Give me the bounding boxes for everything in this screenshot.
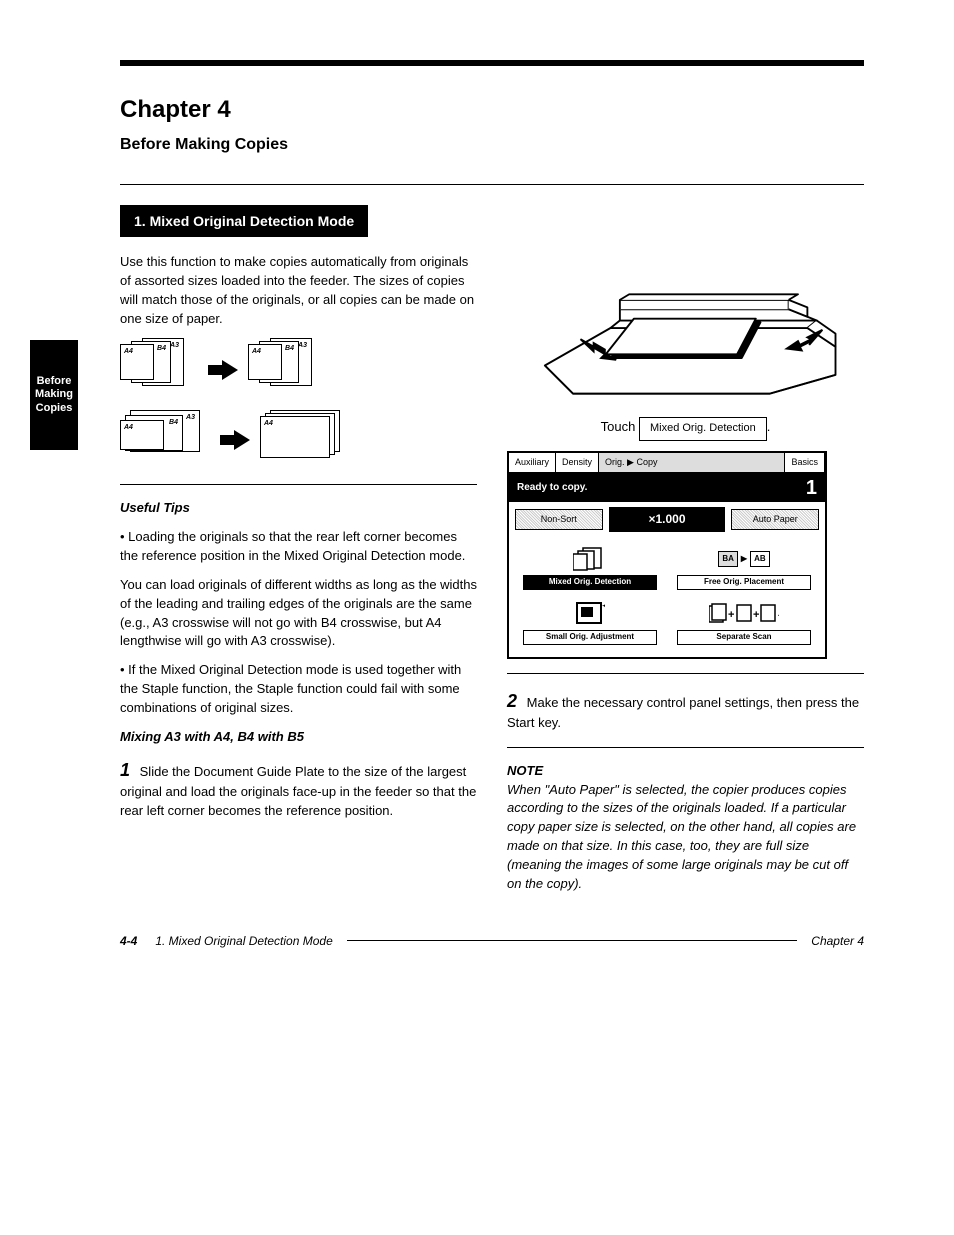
divider bbox=[507, 673, 864, 674]
mixed-orig-detection-button[interactable]: Mixed Orig. Detection bbox=[523, 545, 657, 590]
footer-line bbox=[347, 940, 798, 941]
top-rule bbox=[120, 60, 864, 66]
panel-tab-density[interactable]: Density bbox=[556, 453, 599, 472]
tip-1-lead: • Loading the originals so that the rear… bbox=[120, 528, 477, 566]
size-diagram-row-1: A3 B4 A4 A3 B4 A4 bbox=[120, 338, 477, 402]
control-panel-screenshot: Auxiliary Density Orig. ▶ Copy Basics Re… bbox=[507, 451, 827, 659]
finishing-button[interactable]: Non-Sort bbox=[515, 509, 603, 530]
footer-chapter: Chapter 4 bbox=[811, 934, 864, 948]
left-column: Use this function to make copies automat… bbox=[120, 253, 477, 904]
svg-text:←: ← bbox=[776, 609, 779, 620]
intro-text: Use this function to make copies automat… bbox=[120, 253, 477, 328]
divider bbox=[507, 747, 864, 748]
paper-stack-icon: A4 bbox=[260, 410, 350, 470]
svg-text:✦: ✦ bbox=[602, 601, 605, 611]
free-orig-placement-button[interactable]: BA ▶ AB Free Orig. Placement bbox=[677, 545, 811, 590]
triangle-right-icon: ▶ bbox=[741, 553, 747, 565]
chapter-subtitle: Before Making Copies bbox=[120, 136, 864, 154]
page-footer: 4-4 1. Mixed Original Detection Mode Cha… bbox=[120, 934, 864, 948]
paper-stack-icon: A3 B4 A4 bbox=[248, 338, 326, 402]
step-1: 1 Slide the Document Guide Plate to the … bbox=[120, 757, 477, 821]
procedure-heading: Mixing A3 with A4, B4 with B5 bbox=[120, 728, 477, 747]
panel-tab-auxiliary[interactable]: Auxiliary bbox=[509, 453, 556, 472]
page-number: 4-4 bbox=[120, 934, 137, 948]
useful-tips-heading: Useful Tips bbox=[120, 499, 477, 518]
paper-stack-icon: A3 B4 A4 bbox=[120, 338, 198, 402]
panel-tab-orig-copy[interactable]: Orig. ▶ Copy bbox=[599, 453, 785, 472]
section-divider bbox=[120, 184, 864, 185]
right-column: Touch Mixed Orig. Detection. Auxiliary D… bbox=[507, 253, 864, 904]
panel-tab-basics[interactable]: Basics bbox=[785, 453, 825, 472]
mixed-pages-icon bbox=[573, 546, 607, 572]
chapter-header: Chapter 4 Before Making Copies bbox=[120, 96, 864, 154]
paper-stack-icon: A3 B4 A4 bbox=[120, 410, 210, 470]
divider bbox=[120, 484, 477, 485]
zoom-display: ×1.000 bbox=[609, 507, 726, 532]
small-orig-adjustment-button[interactable]: ✦ Small Orig. Adjustment bbox=[523, 600, 657, 645]
touch-label: Touch bbox=[601, 419, 636, 434]
note: NOTE When "Auto Paper" is selected, the … bbox=[507, 762, 864, 894]
panel-status-bar: Ready to copy. 1 bbox=[509, 474, 825, 502]
size-diagram-row-2: A3 B4 A4 A4 bbox=[120, 410, 477, 470]
svg-text:+: + bbox=[728, 609, 734, 621]
scanner-illustration bbox=[507, 253, 864, 403]
mixed-orig-touch-label: Mixed Orig. Detection bbox=[639, 417, 767, 441]
paper-button[interactable]: Auto Paper bbox=[731, 509, 819, 530]
small-orig-icon: ✦ bbox=[575, 601, 605, 627]
separate-scan-button[interactable]: ++← Separate Scan bbox=[677, 600, 811, 645]
arrow-icon bbox=[208, 360, 238, 380]
section-label: 1. Mixed Original Detection Mode bbox=[120, 205, 368, 237]
footer-section: 1. Mixed Original Detection Mode bbox=[155, 934, 332, 948]
separate-scan-icon: + + ← bbox=[709, 602, 779, 626]
chapter-title: Chapter 4 bbox=[120, 96, 864, 124]
side-tab: Before Making Copies bbox=[30, 340, 78, 450]
step-2: 2 Make the necessary control panel setti… bbox=[507, 688, 864, 733]
tip-2: • If the Mixed Original Detection mode i… bbox=[120, 661, 477, 718]
svg-text:+: + bbox=[753, 609, 759, 621]
arrow-icon bbox=[220, 430, 250, 450]
copy-count: 1 bbox=[806, 478, 817, 498]
tip-1-body: You can load originals of different widt… bbox=[120, 576, 477, 651]
